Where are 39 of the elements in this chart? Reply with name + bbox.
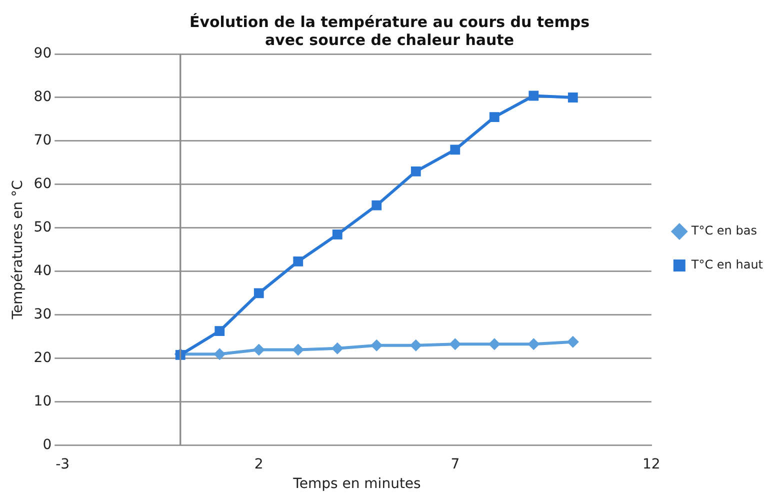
point [489, 112, 500, 122]
y-tick-label: 30 [34, 306, 52, 323]
y-tick-label: 70 [34, 132, 52, 149]
point [214, 348, 226, 360]
point [410, 166, 421, 176]
x-axis-title: Temps en minutes [292, 476, 421, 492]
y-tick-label: 60 [34, 176, 52, 192]
legend-label: T°C en haut [690, 258, 764, 272]
point [331, 342, 344, 354]
x-tick-label: 12 [642, 456, 660, 472]
y-tick-label: 90 [34, 46, 52, 62]
y-axis-title: Températures en °C [10, 180, 26, 320]
point [410, 339, 422, 352]
point [449, 338, 462, 350]
point [293, 256, 304, 266]
x-tick-label: 2 [254, 456, 264, 472]
point [332, 230, 342, 240]
point [370, 339, 383, 352]
point [214, 326, 225, 336]
point [566, 336, 579, 348]
x-tick-label: 7 [450, 456, 460, 472]
chart-title: Évolution de la température au cours du temps avec source de chaleur haute [189, 12, 590, 49]
y-tick-label: 20 [34, 350, 52, 366]
y-tick-label: 80 [34, 89, 52, 106]
point [254, 288, 264, 298]
point [252, 344, 265, 356]
x-tick-label: -3 [56, 456, 70, 472]
point [528, 338, 540, 350]
legend-label: T°C en bas [690, 224, 757, 238]
point [292, 344, 304, 356]
y-tick-label: 0 [42, 437, 52, 454]
point [450, 144, 460, 155]
y-tick-label: 10 [34, 394, 52, 410]
y-tick-label: 50 [34, 220, 52, 236]
y-tick-label: 40 [34, 263, 52, 280]
point [372, 200, 382, 210]
point [568, 92, 578, 102]
point [528, 90, 539, 101]
point [488, 338, 500, 350]
